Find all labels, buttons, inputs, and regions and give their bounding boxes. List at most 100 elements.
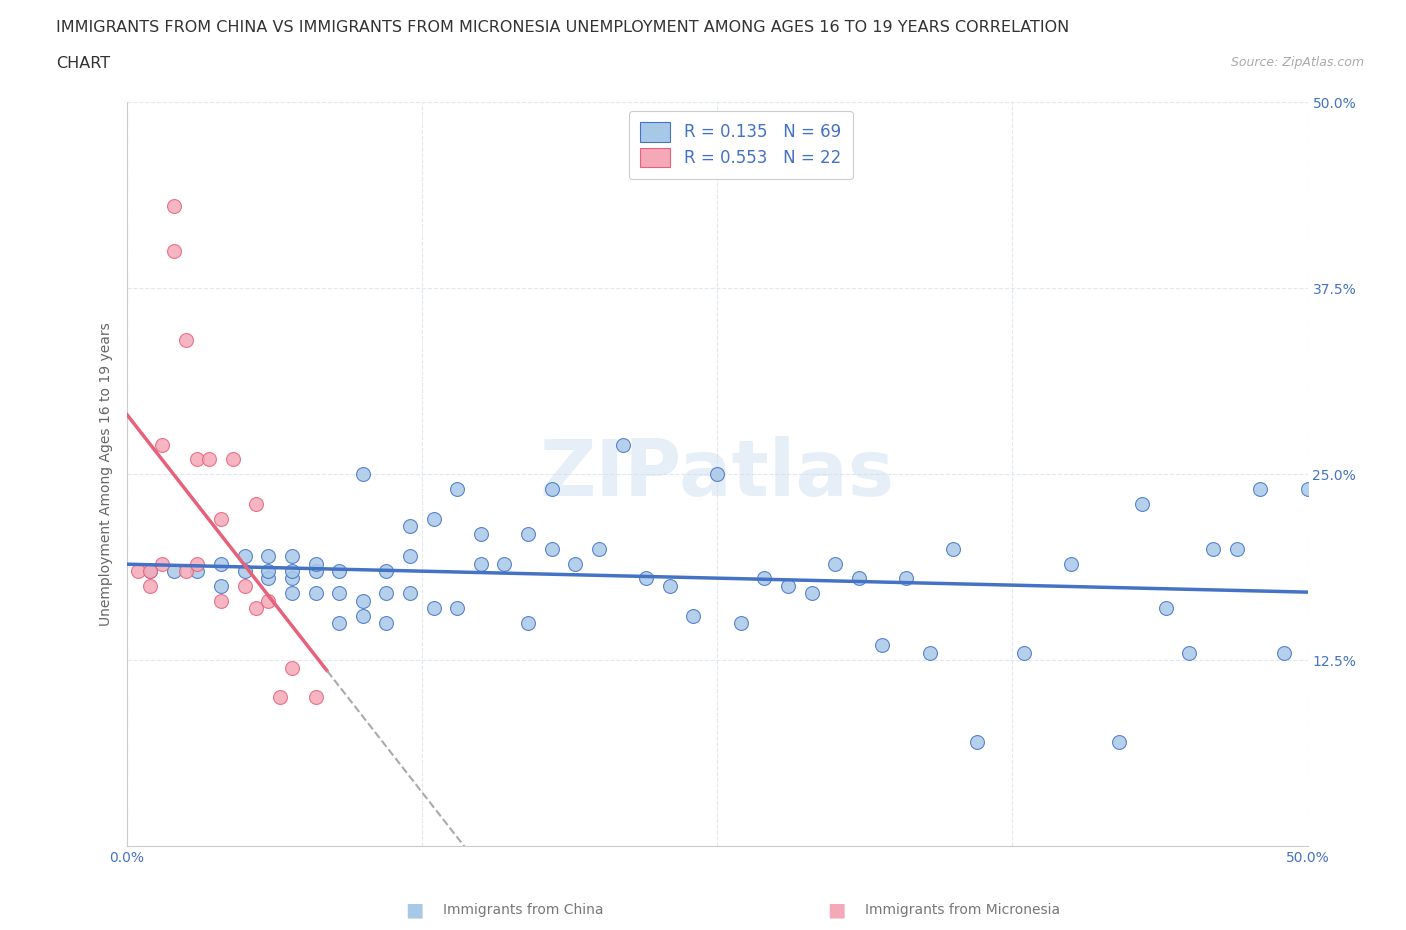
Point: [257, 549, 280, 564]
Point: [281, 549, 304, 564]
Point: [422, 601, 444, 616]
Point: [150, 556, 173, 571]
Point: [352, 467, 374, 482]
Point: [942, 541, 965, 556]
Point: [269, 690, 291, 705]
Point: [127, 564, 149, 578]
Point: [918, 645, 941, 660]
Point: [470, 556, 492, 571]
Y-axis label: Unemployment Among Ages 16 to 19 years: Unemployment Among Ages 16 to 19 years: [98, 323, 112, 626]
Point: [257, 571, 280, 586]
Point: [1060, 556, 1083, 571]
Point: [730, 616, 752, 631]
Point: [163, 244, 186, 259]
Point: [1154, 601, 1177, 616]
Point: [894, 571, 917, 586]
Point: [281, 571, 304, 586]
Point: [328, 616, 350, 631]
Point: [517, 526, 540, 541]
Point: [233, 564, 256, 578]
Point: [399, 519, 422, 534]
Legend: R = 0.135   N = 69, R = 0.553   N = 22: R = 0.135 N = 69, R = 0.553 N = 22: [628, 111, 852, 179]
Text: Source: ZipAtlas.com: Source: ZipAtlas.com: [1230, 56, 1364, 69]
Point: [328, 564, 350, 578]
Point: [139, 578, 162, 593]
Point: [209, 512, 232, 526]
Text: Immigrants from Micronesia: Immigrants from Micronesia: [865, 902, 1060, 917]
Point: [1178, 645, 1201, 660]
Point: [139, 564, 162, 578]
Point: [328, 586, 350, 601]
Point: [517, 616, 540, 631]
Point: [1108, 735, 1130, 750]
Point: [1249, 482, 1271, 497]
Point: [209, 556, 232, 571]
Point: [1296, 482, 1319, 497]
Point: [422, 512, 444, 526]
Point: [257, 564, 280, 578]
Point: [470, 526, 492, 541]
Point: [174, 333, 197, 348]
Point: [304, 556, 326, 571]
Point: [304, 690, 326, 705]
Text: ■: ■: [405, 900, 425, 919]
Point: [636, 571, 658, 586]
Point: [245, 601, 267, 616]
Point: [375, 616, 398, 631]
Point: [399, 549, 422, 564]
Point: [209, 593, 232, 608]
Point: [706, 467, 728, 482]
Point: [754, 571, 776, 586]
Point: [872, 638, 894, 653]
Point: [375, 564, 398, 578]
Text: IMMIGRANTS FROM CHINA VS IMMIGRANTS FROM MICRONESIA UNEMPLOYMENT AMONG AGES 16 T: IMMIGRANTS FROM CHINA VS IMMIGRANTS FROM…: [56, 20, 1070, 35]
Point: [848, 571, 870, 586]
Point: [682, 608, 704, 623]
Point: [540, 541, 562, 556]
Point: [281, 660, 304, 675]
Point: [446, 482, 468, 497]
Point: [588, 541, 610, 556]
Point: [198, 452, 221, 467]
Point: [399, 586, 422, 601]
Point: [304, 586, 326, 601]
Text: ■: ■: [827, 900, 846, 919]
Point: [233, 549, 256, 564]
Point: [612, 437, 634, 452]
Point: [1012, 645, 1035, 660]
Point: [352, 608, 374, 623]
Point: [163, 564, 186, 578]
Point: [800, 586, 823, 601]
Point: [446, 601, 468, 616]
Point: [540, 482, 562, 497]
Point: [222, 452, 245, 467]
Point: [352, 593, 374, 608]
Point: [186, 556, 208, 571]
Point: [186, 452, 208, 467]
Point: [150, 437, 173, 452]
Point: [966, 735, 988, 750]
Point: [1226, 541, 1249, 556]
Point: [304, 564, 326, 578]
Point: [233, 578, 256, 593]
Point: [281, 564, 304, 578]
Point: [163, 199, 186, 214]
Point: [245, 497, 267, 512]
Point: [257, 593, 280, 608]
Text: ZIPatlas: ZIPatlas: [540, 436, 894, 512]
Point: [1272, 645, 1295, 660]
Point: [1130, 497, 1153, 512]
Point: [776, 578, 799, 593]
Point: [658, 578, 681, 593]
Point: [174, 564, 197, 578]
Point: [281, 586, 304, 601]
Point: [209, 578, 232, 593]
Point: [1202, 541, 1225, 556]
Text: Immigrants from China: Immigrants from China: [443, 902, 603, 917]
Point: [564, 556, 586, 571]
Point: [494, 556, 516, 571]
Point: [139, 564, 162, 578]
Point: [186, 564, 208, 578]
Text: CHART: CHART: [56, 56, 110, 71]
Point: [824, 556, 846, 571]
